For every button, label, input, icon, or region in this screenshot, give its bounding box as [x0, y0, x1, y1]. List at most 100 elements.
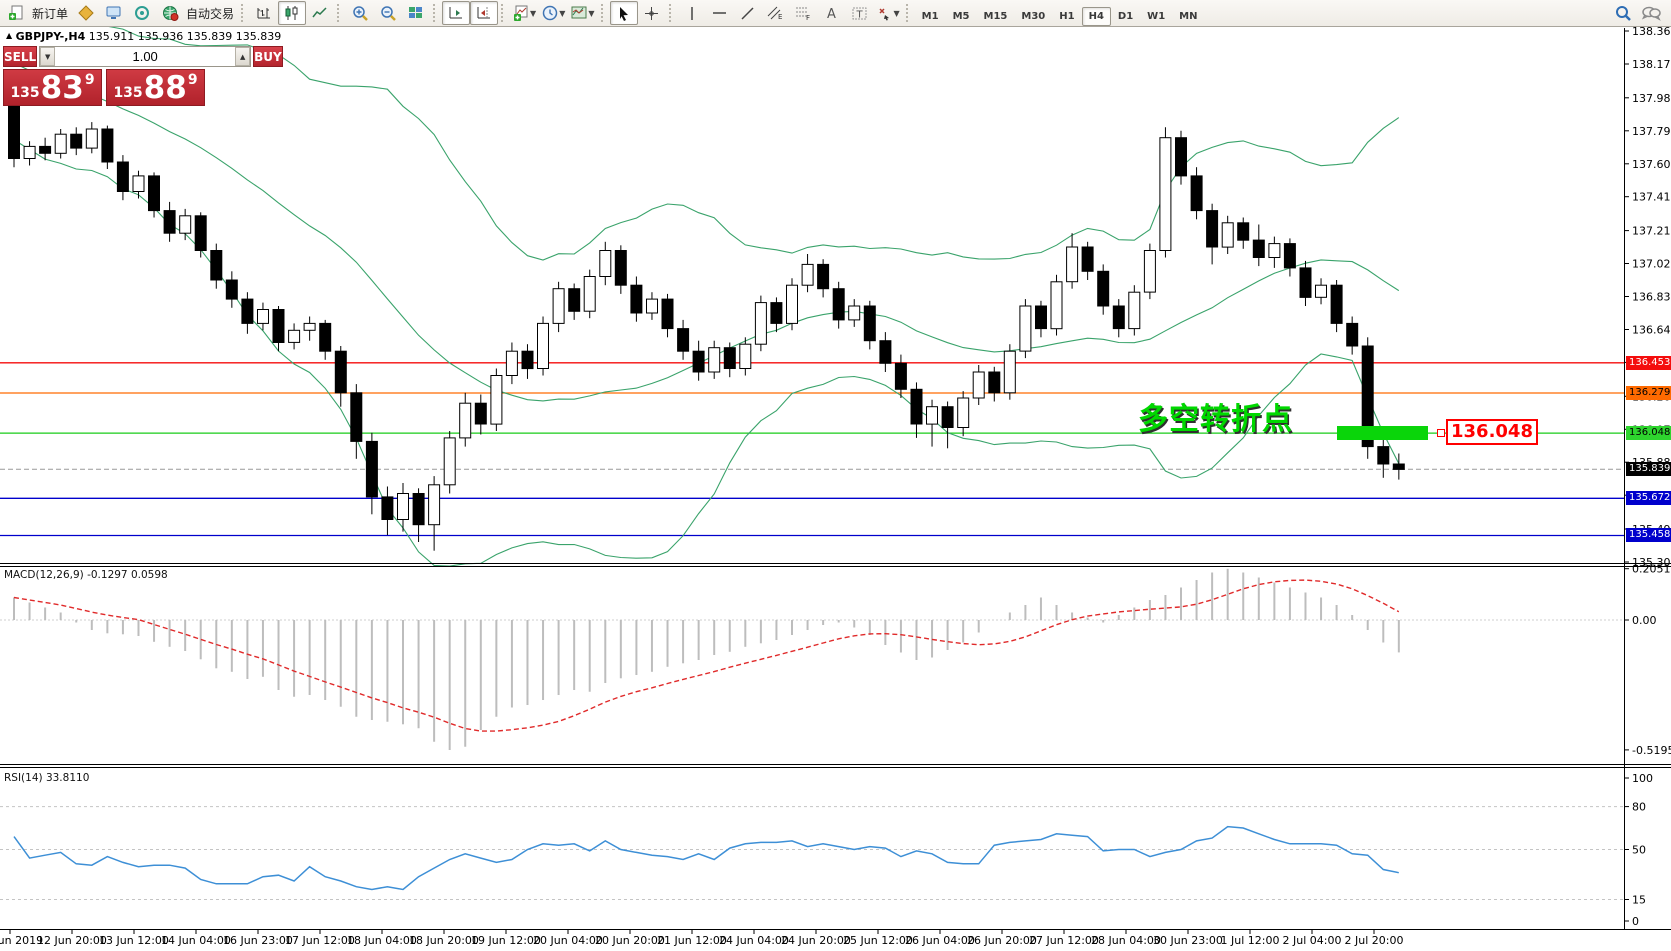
- sell-price-figure: 135: [10, 85, 40, 101]
- timeframe-m5[interactable]: M5: [952, 10, 970, 22]
- chat-bubbles-icon: [1641, 6, 1661, 21]
- search-icon: [1616, 6, 1631, 21]
- sell-price-pips: 83: [40, 70, 84, 106]
- equidistant-channel-button[interactable]: E: [762, 1, 790, 25]
- text-icon: A: [827, 7, 836, 21]
- svg-text:27 Jun 12:00: 27 Jun 12:00: [1029, 934, 1099, 947]
- timeframe-m1[interactable]: M1: [921, 10, 939, 22]
- green-highlight-rectangle[interactable]: [1337, 426, 1428, 440]
- volume-input[interactable]: [55, 47, 236, 66]
- monitor-icon: [106, 6, 121, 19]
- panel-borders[interactable]: [0, 28, 1671, 930]
- svg-text:28 Jun 04:00: 28 Jun 04:00: [1091, 934, 1161, 947]
- svg-text:24 Jun 20:00: 24 Jun 20:00: [781, 934, 851, 947]
- rsi-title: RSI(14) 33.8110: [4, 772, 90, 784]
- auto-scroll-button[interactable]: [442, 1, 471, 25]
- timeframe-d1[interactable]: D1: [1117, 10, 1134, 22]
- svg-text:137.600: 137.600: [1632, 158, 1671, 171]
- new-order-label[interactable]: 新订单: [32, 6, 69, 21]
- arrows-button[interactable]: ▼: [874, 1, 903, 25]
- svg-text:18 Jun 20:00: 18 Jun 20:00: [409, 934, 479, 947]
- toolbar-grip: [668, 4, 675, 22]
- svg-text:136.645: 136.645: [1632, 324, 1671, 337]
- trendline-button[interactable]: [734, 1, 762, 25]
- svg-text:15: 15: [1632, 894, 1646, 907]
- timeframe-m30[interactable]: M30: [1021, 10, 1046, 22]
- dropdown-caret-icon: ▼: [893, 8, 900, 18]
- bollinger-bands: [13, 0, 1400, 567]
- volume-down-button[interactable]: ▼: [40, 47, 56, 66]
- cursor-arrow-icon: [620, 6, 628, 21]
- indicators-icon: [514, 5, 528, 21]
- candlestick-chart-button[interactable]: [278, 1, 307, 25]
- timeframe-m15[interactable]: M15: [983, 10, 1008, 22]
- svg-text:50: 50: [1632, 844, 1646, 857]
- toolbar-grip: [600, 4, 607, 22]
- volume-up-button[interactable]: ▲: [235, 47, 251, 66]
- price-callout-label[interactable]: 136.048: [1446, 419, 1538, 445]
- timeframe-w1[interactable]: W1: [1147, 10, 1166, 22]
- text-label-button[interactable]: T: [846, 1, 874, 25]
- sell-price-box[interactable]: 135 83 9: [3, 69, 102, 106]
- horizontal-line-button[interactable]: [706, 1, 734, 25]
- svg-text:0.2051: 0.2051: [1632, 563, 1671, 576]
- timeframe-h4[interactable]: H4: [1081, 6, 1111, 26]
- price-badge-136.279: 136.279: [1626, 386, 1671, 400]
- svg-text:138.175: 138.175: [1632, 58, 1671, 71]
- profile-button[interactable]: [72, 1, 100, 25]
- svg-text:20 Jun 20:00: 20 Jun 20:00: [595, 934, 665, 947]
- fibonacci-button[interactable]: F: [790, 1, 818, 25]
- crosshair-button[interactable]: [638, 1, 666, 25]
- autotrade-button[interactable]: [156, 1, 184, 25]
- price-badge-136.453: 136.453: [1626, 356, 1671, 370]
- zoom-in-button[interactable]: [346, 1, 374, 25]
- svg-text:2 Jul 20:00: 2 Jul 20:00: [1345, 934, 1404, 947]
- vertical-line-button[interactable]: [678, 1, 706, 25]
- autotrade-label[interactable]: 自动交易: [186, 6, 235, 21]
- turning-point-annotation[interactable]: 多空转折点: [1138, 402, 1293, 437]
- cursor-button[interactable]: [609, 1, 638, 25]
- toolbar-grip: [905, 4, 912, 22]
- chart-shift-button[interactable]: [470, 1, 499, 25]
- price-badge-135.839: 135.839: [1626, 462, 1671, 476]
- strategy-tester-button[interactable]: [128, 1, 156, 25]
- expander-icon[interactable]: ▲: [6, 31, 13, 40]
- tile-windows-button[interactable]: [402, 1, 430, 25]
- search-button[interactable]: [1609, 1, 1637, 25]
- buy-button[interactable]: BUY: [253, 46, 283, 67]
- dropdown-caret-icon: ▼: [559, 8, 566, 18]
- price-badge-135.672: 135.672: [1626, 491, 1671, 505]
- chat-button[interactable]: [1637, 1, 1665, 25]
- line-chart-button[interactable]: [306, 1, 334, 25]
- svg-text:19 Jun 12:00: 19 Jun 12:00: [471, 934, 541, 947]
- svg-text:A: A: [827, 7, 836, 21]
- bar-chart-button[interactable]: [250, 1, 278, 25]
- svg-text:-0.5195: -0.5195: [1632, 744, 1671, 757]
- terminal-button[interactable]: [100, 1, 128, 25]
- timeframe-h1[interactable]: H1: [1059, 10, 1075, 22]
- dropdown-caret-icon: ▼: [588, 8, 595, 18]
- macd-title: MACD(12,26,9) -0.1297 0.0598: [4, 569, 168, 581]
- timeframe-mn[interactable]: MN: [1179, 10, 1198, 22]
- svg-text:25 Jun 12:00: 25 Jun 12:00: [843, 934, 913, 947]
- text-button[interactable]: A: [818, 1, 846, 25]
- svg-text:0: 0: [1632, 915, 1639, 928]
- periods-button[interactable]: ▼: [539, 1, 568, 25]
- zoom-out-button[interactable]: [374, 1, 402, 25]
- buy-price-box[interactable]: 135 88 9: [106, 69, 205, 106]
- svg-text:16 Jun 23:00: 16 Jun 23:00: [223, 934, 293, 947]
- new-order-icon: [9, 5, 23, 20]
- templates-button[interactable]: ▼: [568, 1, 597, 25]
- indicators-button[interactable]: ▼: [510, 1, 539, 25]
- channel-icon: E: [767, 6, 782, 21]
- new-order-button[interactable]: [2, 1, 30, 25]
- toolbar-grip: [433, 4, 439, 22]
- sell-button[interactable]: SELL: [3, 46, 38, 67]
- one-click-trading-panel: SELL ▼ ▲ BUY 135 83 9 135 88 9: [3, 46, 283, 106]
- timeframe-group: M1 M5 M15 M30 H1 H4 D1 W1 MN: [915, 4, 1205, 26]
- line-selection-handle[interactable]: [1437, 429, 1445, 437]
- macd-panel: 0.2051 0.00 -0.5195: [0, 563, 1671, 757]
- trendline-icon: [741, 6, 754, 20]
- toolbar: 新订单 自动交易: [0, 0, 1671, 27]
